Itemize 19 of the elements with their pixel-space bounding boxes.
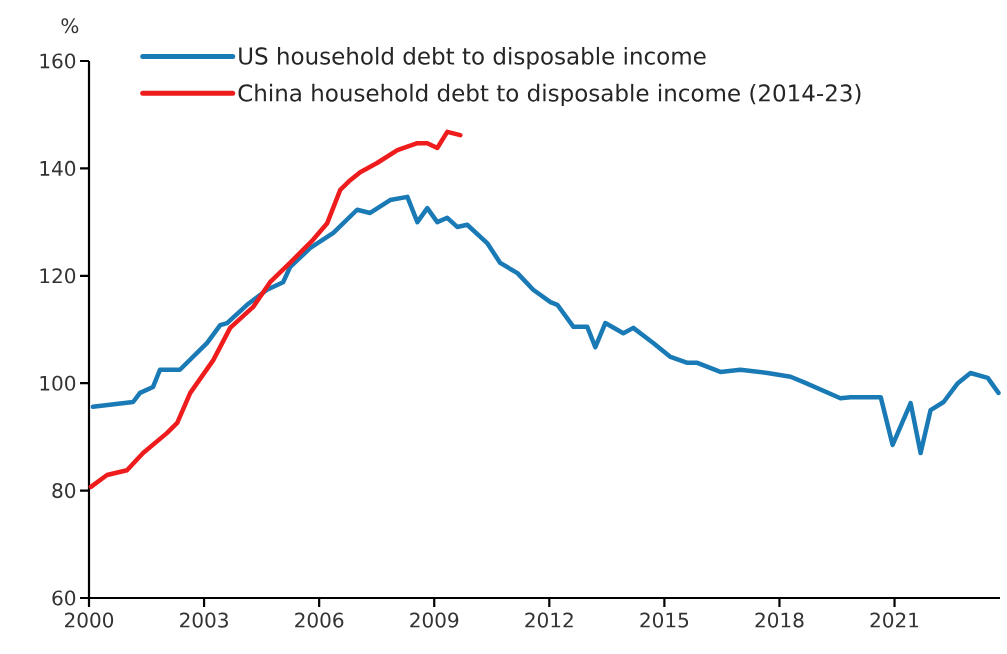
line-series (88, 129, 463, 490)
y-tick-label: 140 (40, 160, 76, 176)
x-tick-label: 2009 (410, 612, 459, 628)
x-tick-label: 2012 (525, 612, 573, 628)
line-series (90, 194, 1001, 456)
x-tick-label: 2003 (180, 612, 228, 628)
x-tick-label: 2000 (65, 612, 114, 628)
y-tick-label: 120 (40, 268, 76, 284)
x-tick-label: 2021 (870, 612, 919, 628)
y-tick-label: 100 (40, 375, 76, 391)
x-tick-label: 2018 (755, 612, 804, 628)
x-tick-label: 2006 (295, 612, 344, 628)
y-tick-label: 60 (52, 590, 76, 606)
x-tick-label: 2015 (640, 612, 689, 628)
y-axis-title: % (61, 18, 79, 34)
legend-label: US household debt to disposable income (239, 46, 706, 70)
y-tick-label: 80 (52, 483, 76, 499)
legend-label: China household debt to disposable income (2014-23) (238, 83, 861, 107)
y-tick-label: 160 (40, 53, 76, 69)
